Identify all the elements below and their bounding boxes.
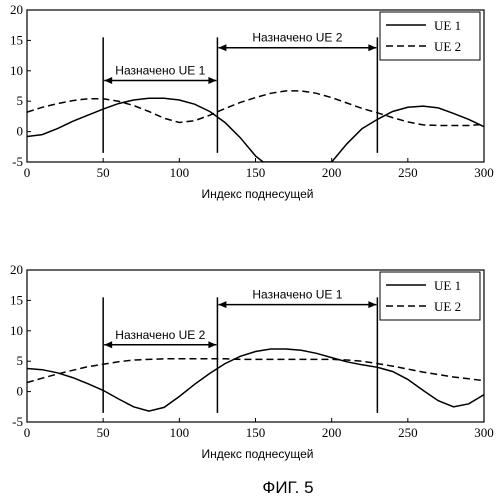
chart-1-ytick-label: 15 xyxy=(10,32,23,47)
chart-1-annotation-arrowhead-left xyxy=(104,77,112,84)
chart-2-xtick-label: 250 xyxy=(398,425,418,440)
chart-1-series-ue-2-line xyxy=(27,91,484,126)
chart-2-ytick-label: 10 xyxy=(10,323,23,338)
chart-2-annotation-label: Назначено UE 2 xyxy=(115,328,205,342)
chart-1-legend-box xyxy=(380,12,480,60)
chart-2-ytick-label: 20 xyxy=(10,262,23,277)
chart-1-series-ue-1-line xyxy=(27,98,484,162)
chart-1-xtick-label: 300 xyxy=(474,165,494,180)
chart-1-xtick-label: 100 xyxy=(170,165,190,180)
chart-2-annotation-arrowhead-right xyxy=(208,341,216,348)
chart-2-xtick-label: 300 xyxy=(474,425,494,440)
chart-1-ytick-label: -5 xyxy=(12,154,23,169)
chart-2-ytick-label: 0 xyxy=(17,384,24,399)
chart-2-annotation-arrowhead-left xyxy=(218,301,226,308)
chart-2-series-ue-2-line xyxy=(27,359,484,383)
chart-2-xlabel: Индекс поднесущей xyxy=(202,447,314,461)
chart-2-ytick-label: 15 xyxy=(10,292,23,307)
chart-1-annotation-arrowhead-right xyxy=(208,77,216,84)
chart-2-ytick-label: -5 xyxy=(12,414,23,429)
chart-2-xtick-label: 50 xyxy=(97,425,110,440)
chart-1-annotation-label: Назначено UE 2 xyxy=(252,31,342,45)
chart-2-series-ue-1-line xyxy=(27,349,484,411)
chart-2-xtick-label: 100 xyxy=(170,425,190,440)
chart-2-legend-label-2: UE 2 xyxy=(434,299,461,314)
chart-1-ytick-label: 5 xyxy=(17,93,24,108)
chart-1-annotation-arrowhead-right xyxy=(368,44,376,51)
chart-1-xtick-label: 0 xyxy=(24,165,31,180)
chart-1-xtick-label: 250 xyxy=(398,165,418,180)
chart-1-annotation-label: Назначено UE 1 xyxy=(115,64,205,78)
chart-1-legend-label-1: UE 1 xyxy=(434,18,461,33)
chart-2-annotation-label: Назначено UE 1 xyxy=(252,288,342,302)
chart-2-xtick-label: 200 xyxy=(322,425,342,440)
chart-1-ytick-label: 0 xyxy=(17,124,24,139)
chart-1-ytick-label: 20 xyxy=(10,2,23,17)
chart-1-xtick-label: 50 xyxy=(97,165,110,180)
chart-2-legend-box xyxy=(380,272,480,320)
chart-2-legend-label-1: UE 1 xyxy=(434,278,461,293)
chart-1-xlabel: Индекс поднесущей xyxy=(202,187,314,201)
chart-1-ytick-label: 10 xyxy=(10,63,23,78)
chart-2-ytick-label: 5 xyxy=(17,353,24,368)
chart-2-xtick-label: 150 xyxy=(246,425,266,440)
chart-1-legend-label-2: UE 2 xyxy=(434,39,461,54)
figure-caption: ФИГ. 5 xyxy=(262,478,313,497)
chart-1-annotation-arrowhead-left xyxy=(218,44,226,51)
chart-2-annotation-arrowhead-right xyxy=(368,301,376,308)
chart-1-xtick-label: 200 xyxy=(322,165,342,180)
chart-2-xtick-label: 0 xyxy=(24,425,31,440)
chart-2-annotation-arrowhead-left xyxy=(104,341,112,348)
chart-1-xtick-label: 150 xyxy=(246,165,266,180)
